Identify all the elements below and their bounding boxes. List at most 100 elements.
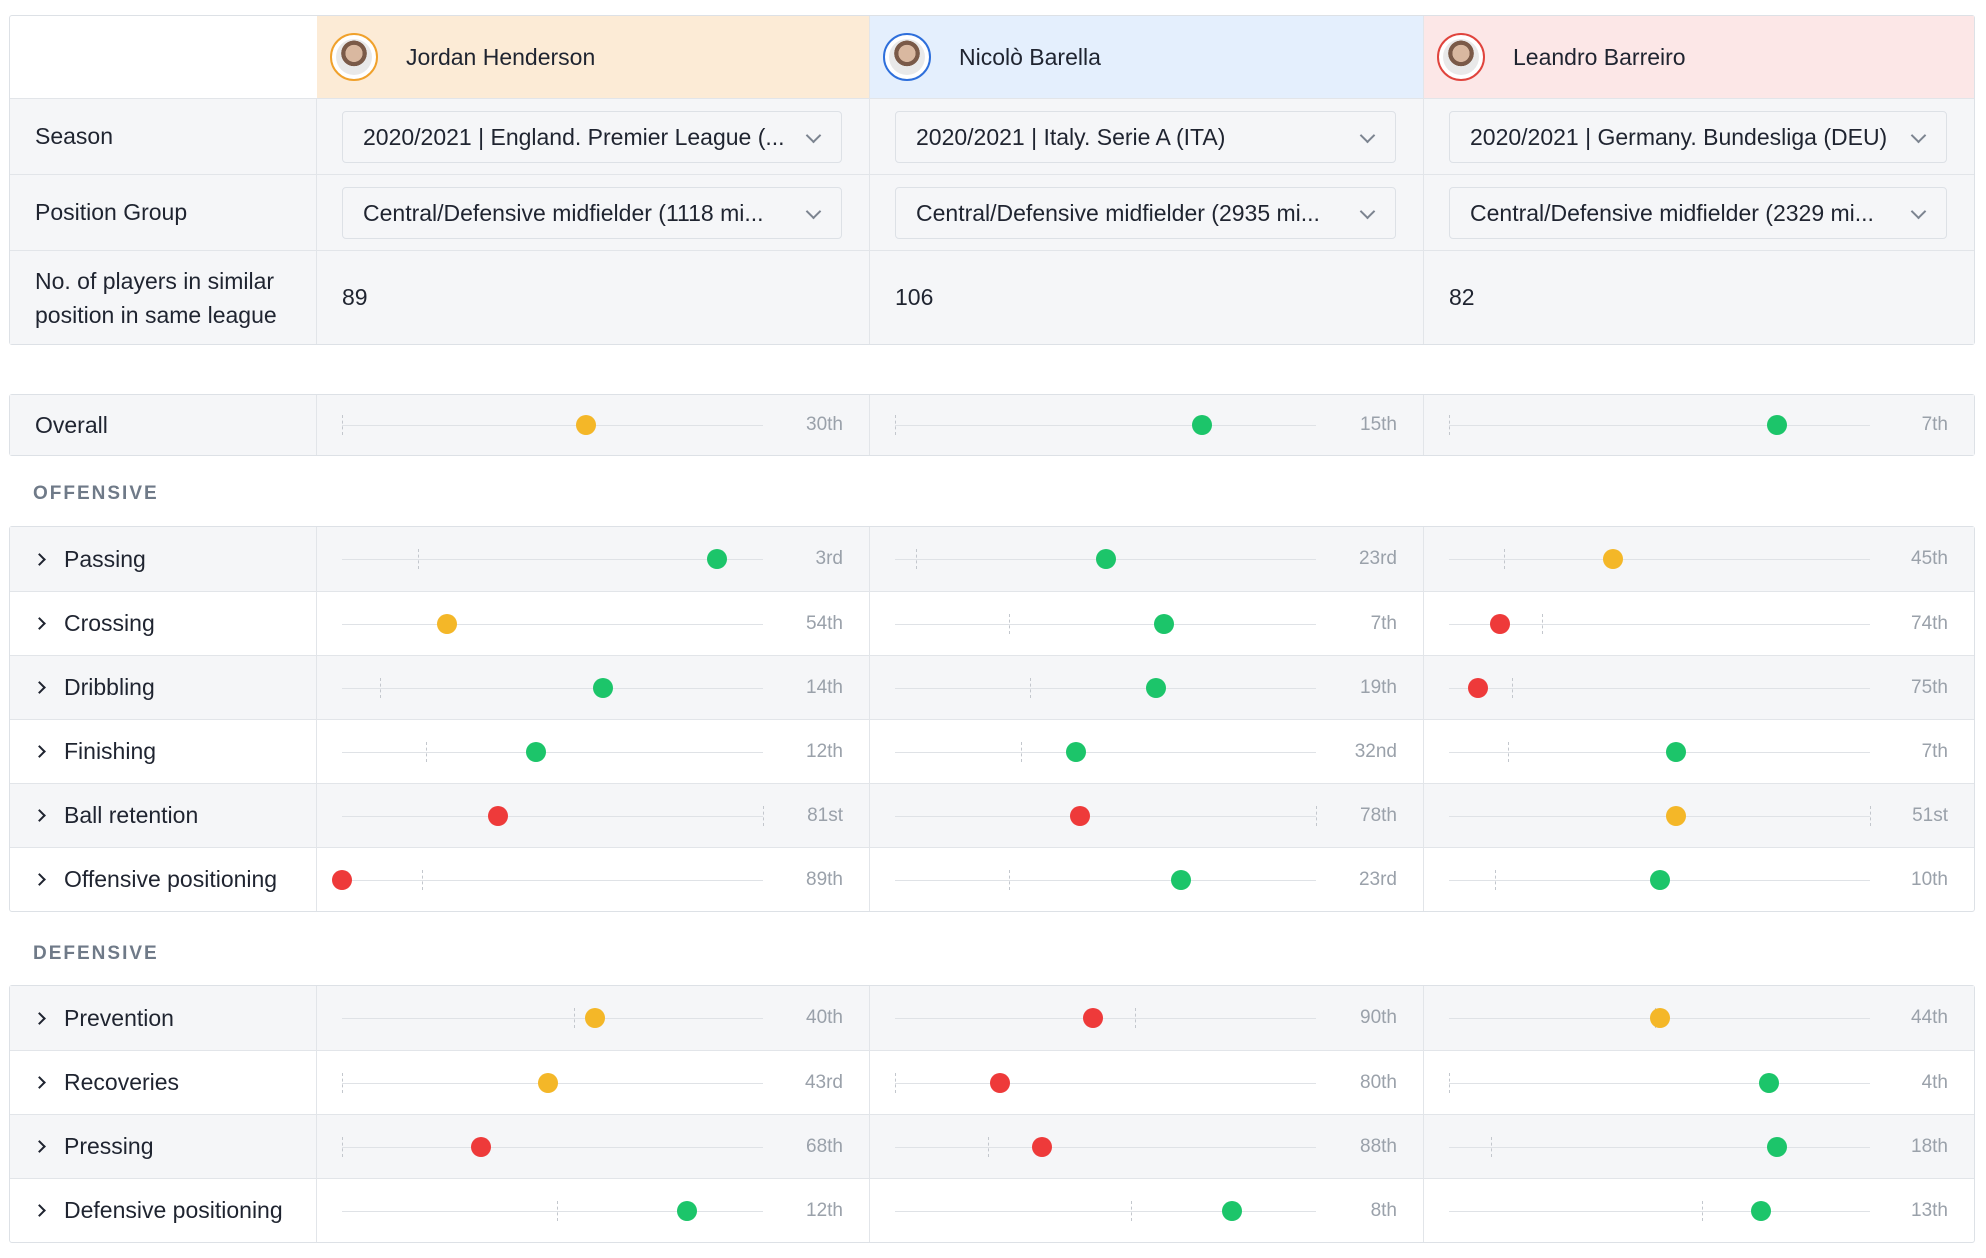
metric-row[interactable]: Finishing 12th 32nd 7th [10,719,1974,783]
metric-row[interactable]: Recoveries 43rd 80th 4th [10,1050,1974,1114]
percentile-dot[interactable] [1222,1200,1242,1221]
chevron-right-icon[interactable] [33,745,46,758]
percentile-dot[interactable] [1070,805,1090,826]
percentile-dot[interactable] [1767,1136,1787,1157]
percentile-dot[interactable] [538,1072,558,1093]
metric-row[interactable]: Passing 3rd 23rd 45th [10,527,1974,591]
chevron-right-icon[interactable] [33,1076,46,1089]
percentile-dot[interactable] [1083,1008,1103,1028]
season-select[interactable]: 2020/2021 | England. Premier League (... [342,111,842,163]
percentile-dot[interactable] [1192,415,1212,435]
percentile-dot[interactable] [526,741,546,762]
percentile-track [895,415,1316,435]
chevron-right-icon[interactable] [33,1011,46,1025]
metric-label-cell[interactable]: Offensive positioning [10,848,317,911]
metric-label-cell[interactable]: Crossing [10,592,317,655]
chevron-right-icon[interactable] [33,681,46,694]
metric-row[interactable]: Offensive positioning 89th 23rd 10th [10,847,1974,911]
similar-players-count: 82 [1449,284,1475,310]
chevron-right-icon[interactable] [33,1204,46,1217]
chevron-right-icon[interactable] [33,617,46,630]
chevron-right-icon[interactable] [33,809,46,822]
chevron-right-icon[interactable] [33,1140,46,1153]
metric-label-cell[interactable]: Passing [10,527,317,591]
player-header-2[interactable]: Nicolò Barella [870,16,1424,98]
percentile-dot[interactable] [1490,613,1510,634]
percentile-track [342,805,764,826]
metric-cell-player-1: 3rd [317,527,870,591]
season-select[interactable]: 2020/2021 | Italy. Serie A (ITA) [895,111,1396,163]
rank-label: 75th [1911,676,1948,698]
percentile-dot[interactable] [1154,613,1174,634]
metric-label-cell[interactable]: Ball retention [10,784,317,847]
percentile-dot[interactable] [471,1136,491,1157]
chevron-right-icon[interactable] [33,552,46,566]
position-group-select[interactable]: Central/Defensive midfielder (2329 mi... [1449,187,1947,239]
metric-label: Prevention [64,1004,174,1031]
percentile-dot[interactable] [1468,677,1488,698]
percentile-dot[interactable] [1650,869,1670,890]
metric-label-cell[interactable]: Dribbling [10,656,317,719]
percentile-track [342,415,763,435]
percentile-dot[interactable] [1171,869,1191,890]
percentile-dot[interactable] [593,677,613,698]
percentile-dot[interactable] [1666,741,1686,762]
metric-cell-player-1: 12th [317,720,870,783]
rank-label: 7th [1370,612,1397,634]
chevron-down-icon [1910,127,1927,144]
metric-row[interactable]: Crossing 54th 7th 74th [10,591,1974,655]
player-header-1[interactable]: Jordan Henderson [317,16,870,98]
rank-label: 18th [1911,1135,1948,1157]
league-average-marker [1316,805,1317,826]
offensive-section-title: OFFENSIVE [33,483,159,504]
metric-cell-player-1: 89th [317,848,870,911]
metric-cell-player-2: 19th [870,656,1424,719]
percentile-dot[interactable] [437,613,457,634]
rank-label: 80th [1360,1071,1397,1093]
percentile-dot[interactable] [1751,1200,1771,1221]
metric-label-cell[interactable]: Prevention [10,986,317,1050]
percentile-dot[interactable] [1066,741,1086,762]
rank-label: 23rd [1358,548,1397,569]
percentile-dot[interactable] [1096,549,1116,569]
percentile-dot[interactable] [585,1008,605,1028]
metric-label-cell[interactable]: Recoveries [10,1051,317,1114]
metric-cell-player-3: 51st [1424,784,1974,847]
percentile-dot[interactable] [332,869,352,890]
percentile-dot[interactable] [576,415,596,435]
percentile-dot[interactable] [677,1200,697,1221]
metric-row[interactable]: Prevention 40th 90th 44th [10,986,1974,1050]
league-average-marker [895,1072,896,1093]
league-average-marker [1135,1008,1136,1028]
percentile-dot[interactable] [1759,1072,1779,1093]
rank-label: 54th [806,612,843,634]
percentile-dot[interactable] [707,549,727,569]
player-name: Leandro Barreiro [1513,43,1686,70]
avatar [330,33,378,81]
percentile-dot[interactable] [1032,1136,1052,1157]
player-header-3[interactable]: Leandro Barreiro [1424,16,1974,98]
metric-label-cell[interactable]: Finishing [10,720,317,783]
percentile-dot[interactable] [488,805,508,826]
metric-label-cell[interactable]: Defensive positioning [10,1179,317,1242]
percentile-track [1449,613,1870,634]
percentile-dot[interactable] [1650,1008,1670,1028]
percentile-track [342,1008,763,1028]
position-group-select[interactable]: Central/Defensive midfielder (1118 mi... [342,187,842,239]
position-group-select[interactable]: Central/Defensive midfielder (2935 mi... [895,187,1396,239]
percentile-dot[interactable] [990,1072,1010,1093]
chevron-right-icon[interactable] [33,873,46,886]
metric-row[interactable]: Dribbling 14th 19th 75th [10,655,1974,719]
percentile-dot[interactable] [1603,549,1623,569]
rank-label: 19th [1360,676,1397,698]
percentile-dot[interactable] [1666,805,1686,826]
metric-label-cell[interactable]: Pressing [10,1115,317,1178]
rank-label: 15th [1360,414,1397,435]
season-select[interactable]: 2020/2021 | Germany. Bundesliga (DEU) [1449,111,1947,163]
metric-row[interactable]: Pressing 68th 88th 18th [10,1114,1974,1178]
metric-label: Dribbling [64,674,155,700]
metric-row[interactable]: Ball retention 81st 78th 51st [10,783,1974,847]
percentile-dot[interactable] [1146,677,1166,698]
metric-row[interactable]: Defensive positioning 12th 8th 13th [10,1178,1974,1242]
percentile-dot[interactable] [1767,415,1787,435]
